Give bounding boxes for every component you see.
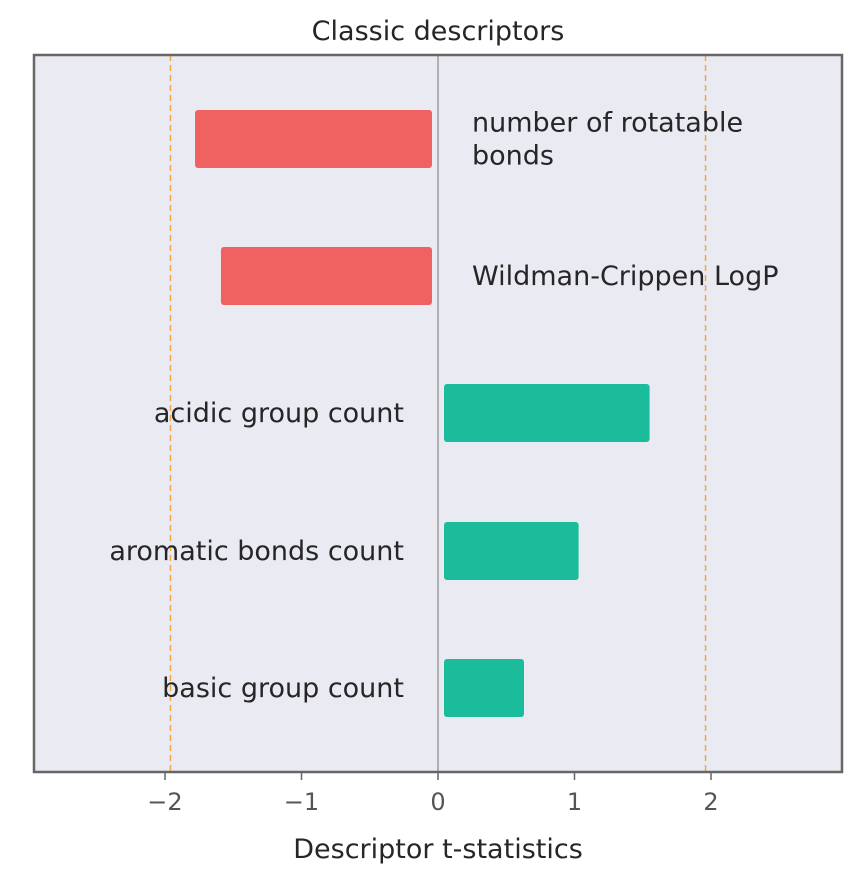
x-tick-label-3: 1 <box>567 788 582 816</box>
bar-label-2: acidic group count <box>154 398 404 429</box>
chart-title: Classic descriptors <box>312 16 565 47</box>
bar-labels: number of rotatable bonds Wildman-Crippen … <box>109 108 778 705</box>
bar-label-4: basic group count <box>162 673 404 704</box>
x-tick-label-1: −1 <box>284 788 319 816</box>
bar-1 <box>220 247 432 305</box>
x-axis-label: Descriptor t-statistics <box>293 834 583 865</box>
x-tick-label-2: 0 <box>430 788 445 816</box>
bar-label-3: aromatic bonds count <box>109 536 404 567</box>
bar-0 <box>195 110 432 168</box>
bar-label-1: Wildman-Crippen LogP <box>472 261 779 292</box>
bar-2 <box>444 384 650 442</box>
x-tick-label-4: 2 <box>703 788 718 816</box>
x-tick-label-0: −2 <box>147 788 182 816</box>
bar-4 <box>444 659 524 717</box>
bar-3 <box>444 522 579 580</box>
bars <box>195 110 650 717</box>
x-axis-ticks: −2 −1 0 1 2 <box>147 772 719 816</box>
bar-label-0: number of rotatable bonds <box>472 108 743 172</box>
